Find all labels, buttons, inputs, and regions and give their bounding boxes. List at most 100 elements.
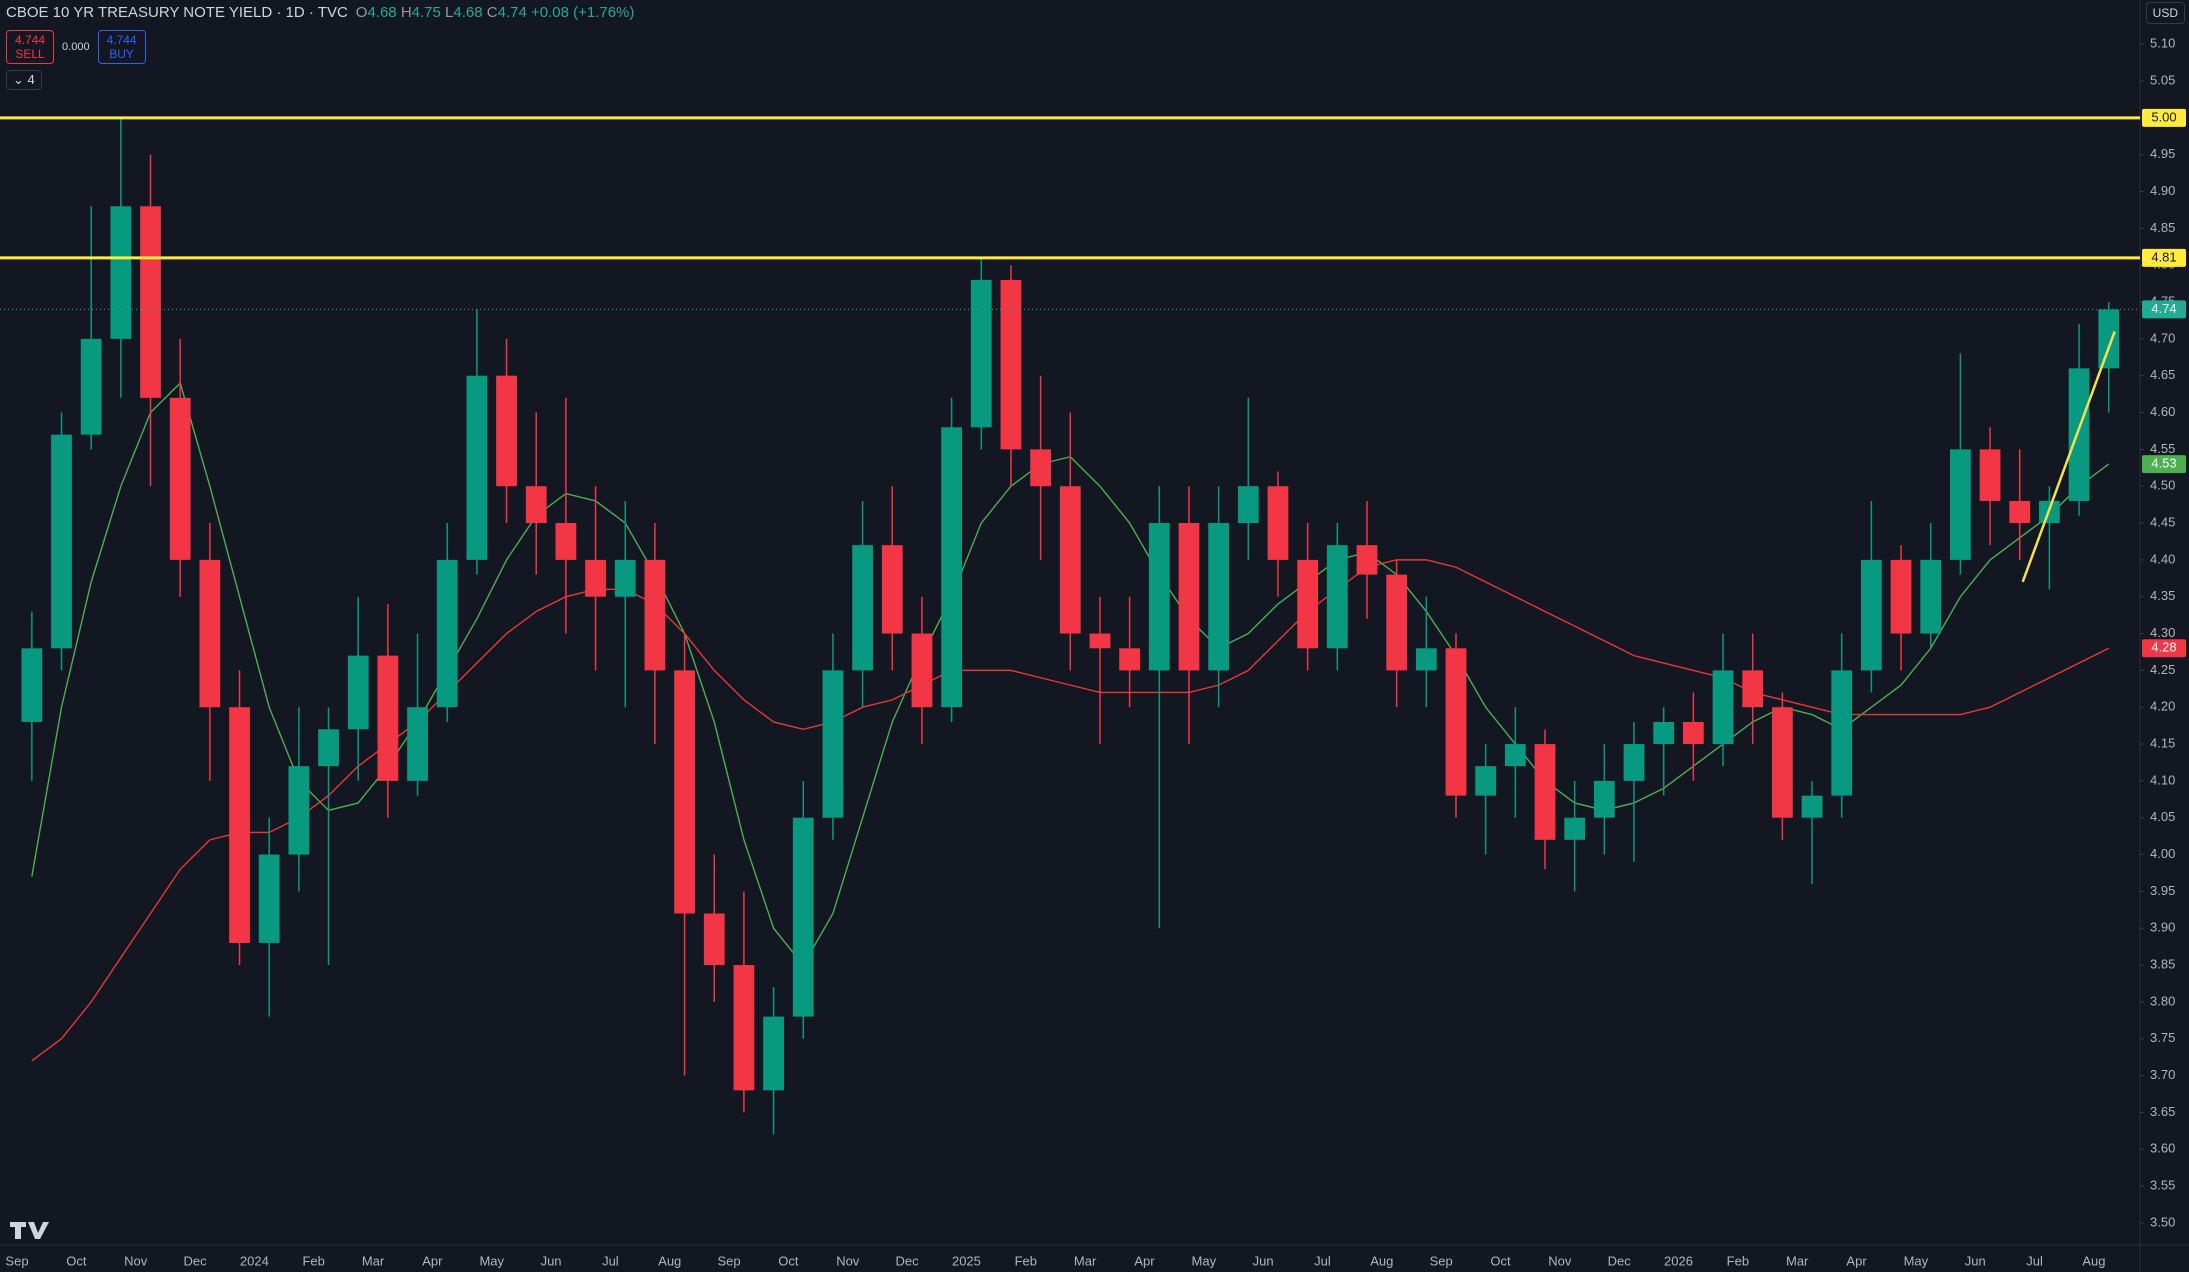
candle-body <box>970 279 992 428</box>
indicators-toggle[interactable]: ⌄ 4 <box>6 70 42 90</box>
y-tick-label: 4.25 <box>2150 662 2175 677</box>
y-tick-label: 3.80 <box>2150 993 2175 1008</box>
y-tick-label: 4.35 <box>2150 588 2175 603</box>
change: +0.08 (+1.76%) <box>530 4 635 21</box>
candle-body <box>1415 648 1437 671</box>
x-tick-label: May <box>479 1253 504 1268</box>
x-tick-label: May <box>1192 1253 1217 1268</box>
candle-body <box>822 670 844 818</box>
candle-body <box>792 817 814 1017</box>
candle-body <box>555 523 577 560</box>
candle-body <box>21 648 43 722</box>
y-tick-label: 5.10 <box>2150 36 2175 51</box>
y-tick-label: 3.85 <box>2150 956 2175 971</box>
price-label: 4.53 <box>2151 456 2176 471</box>
candle-body <box>1475 766 1497 796</box>
x-tick-label: Aug <box>2082 1253 2105 1268</box>
y-tick-label: 4.20 <box>2150 699 2175 714</box>
legend-header: CBOE 10 YR TREASURY NOTE YIELD · 1D · TV… <box>6 4 634 21</box>
candle-body <box>1653 721 1675 745</box>
candle-body <box>1742 670 1764 708</box>
x-tick-label: Sep <box>1430 1253 1453 1268</box>
x-tick-label: Mar <box>1074 1253 1097 1268</box>
candle-body <box>852 545 873 671</box>
candle-body <box>1089 633 1111 649</box>
candle-body <box>1386 574 1408 671</box>
sell-button[interactable]: 4.744 SELL <box>6 30 55 64</box>
candle-body <box>1178 523 1200 671</box>
y-tick-label: 4.15 <box>2150 735 2175 750</box>
candle-body <box>644 559 666 671</box>
candle-body <box>1682 721 1704 745</box>
ohlc-label: C <box>486 4 498 21</box>
candle-body <box>436 559 458 708</box>
x-tick-label: Sep <box>5 1253 28 1268</box>
candle-body <box>703 913 725 966</box>
candle-body <box>2068 368 2090 501</box>
candle-body <box>881 545 903 634</box>
candle-body <box>2098 309 2120 369</box>
buy-price: 4.744 <box>106 33 137 47</box>
candle-body <box>1979 449 2001 501</box>
candle-body <box>110 206 132 339</box>
candle-body <box>1356 545 1378 575</box>
indicator-count: 4 <box>27 72 35 87</box>
candle-body <box>1119 648 1141 671</box>
level-label: 4.81 <box>2151 249 2176 264</box>
x-tick-label: Jun <box>1965 1253 1986 1268</box>
candle-body <box>1237 486 1259 524</box>
candle-body <box>1950 449 1971 560</box>
price-pill <box>2142 455 2186 474</box>
x-tick-label: May <box>1904 1253 1929 1268</box>
x-tick-label: Dec <box>896 1253 920 1268</box>
candle-body <box>1860 559 1882 671</box>
x-tick-label: Mar <box>1786 1253 1809 1268</box>
y-tick-label: 3.70 <box>2150 1067 2175 1082</box>
y-tick-label: 4.70 <box>2150 330 2175 345</box>
ohlc-label: O <box>355 4 368 21</box>
x-tick-label: 2026 <box>1664 1253 1693 1268</box>
symbol[interactable]: CBOE 10 YR TREASURY NOTE YIELD · 1D · TV… <box>6 4 348 21</box>
y-tick-label: 3.60 <box>2150 1141 2175 1156</box>
currency[interactable]: USD <box>2145 2 2185 24</box>
candle-body <box>1831 670 1853 796</box>
candle-body <box>1771 707 1793 818</box>
x-tick-label: Jun <box>1253 1253 1274 1268</box>
candle-body <box>1593 780 1615 818</box>
x-tick-label: Nov <box>1548 1253 1572 1268</box>
y-tick-label: 4.60 <box>2150 404 2175 419</box>
spread: 0.000 <box>62 41 90 53</box>
y-tick-label: 3.95 <box>2150 883 2175 898</box>
candle-body <box>1148 523 1170 671</box>
x-tick-label: 2025 <box>952 1253 981 1268</box>
candle-body <box>140 206 161 398</box>
y-tick-label: 4.45 <box>2150 514 2175 529</box>
buy-button[interactable]: 4.744 BUY <box>97 30 146 64</box>
y-tick-label: 3.90 <box>2150 920 2175 935</box>
candle-body <box>1208 523 1230 671</box>
candle-body <box>169 397 191 560</box>
tv-logo <box>10 1222 49 1239</box>
price-label: 4.28 <box>2151 640 2176 655</box>
y-tick-label: 4.95 <box>2150 146 2175 161</box>
x-tick-label: Dec <box>183 1253 207 1268</box>
candle-body <box>1030 449 1051 487</box>
candle-body <box>1326 545 1348 649</box>
y-tick-label: 5.05 <box>2150 72 2175 87</box>
level-label: 5.00 <box>2151 109 2176 124</box>
candle-body <box>466 375 488 560</box>
y-tick-label: 3.65 <box>2150 1104 2175 1119</box>
x-tick-label: Feb <box>1015 1253 1037 1268</box>
candle-body <box>941 427 962 708</box>
y-tick-label: 4.05 <box>2150 809 2175 824</box>
candle-body <box>80 338 102 435</box>
y-tick-label: 3.55 <box>2150 1178 2175 1193</box>
y-tick-label: 3.75 <box>2150 1030 2175 1045</box>
candle-body <box>1534 744 1556 840</box>
y-tick-label: 4.90 <box>2150 183 2175 198</box>
candle-body <box>1445 648 1467 796</box>
candle-body <box>496 375 517 487</box>
y-tick-label: 4.50 <box>2150 478 2175 493</box>
candle-body <box>407 707 428 781</box>
